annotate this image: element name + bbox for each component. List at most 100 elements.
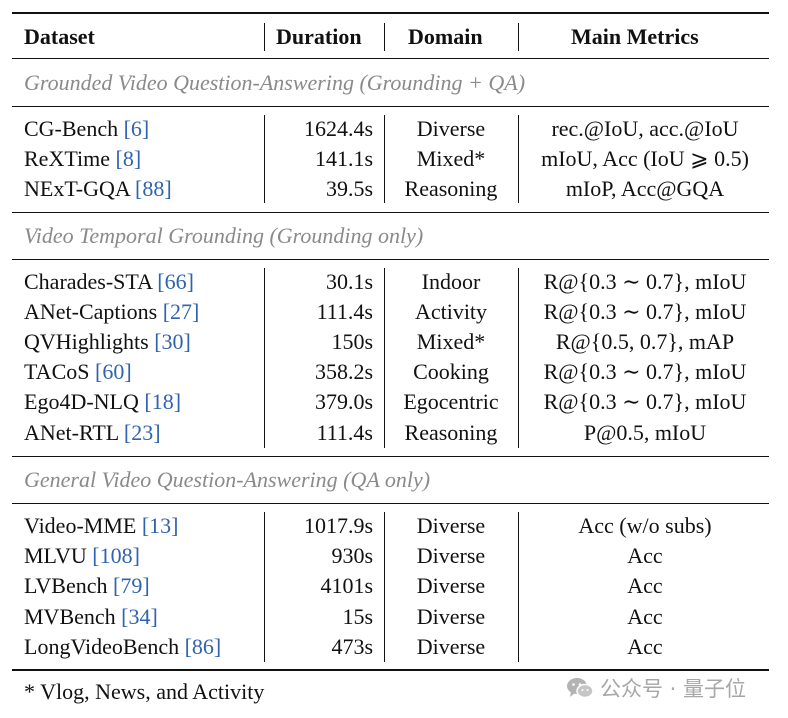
citation-link[interactable]: [66] [157, 269, 194, 294]
dataset-name: QVHighlights [24, 329, 149, 354]
domain-cell: Diverse [416, 573, 486, 598]
citation-link[interactable]: [23] [123, 420, 161, 445]
dataset-name: LVBench [24, 573, 108, 598]
header-dataset: Dataset [24, 24, 95, 49]
citation-link[interactable]: [13] [141, 513, 179, 538]
metrics-cell: Acc [627, 543, 663, 568]
citation-link[interactable]: [86] [184, 634, 222, 659]
header-divider [384, 23, 385, 51]
dataset-name: LongVideoBench [24, 634, 180, 659]
table-top-rule [12, 12, 769, 14]
dataset-cell: ANet-Captions [27] [24, 297, 199, 327]
duration-cell: 1017.9s [303, 513, 373, 538]
header-duration: Duration [276, 24, 362, 49]
metrics-cell: P@0.5, mIoU [583, 420, 707, 445]
dataset-cell: TACoS [60] [24, 357, 132, 387]
dataset-name: MVBench [24, 604, 116, 629]
dataset-name: Ego4D-NLQ [24, 389, 139, 414]
domain-cell: Diverse [416, 116, 486, 141]
table-bottom-rule [12, 669, 769, 671]
duration-cell: 1624.4s [303, 116, 373, 141]
section-rule [12, 503, 769, 504]
metrics-cell: Acc [627, 573, 663, 598]
column-divider [384, 512, 385, 662]
dataset-cell: NExT-GQA [88] [24, 174, 172, 204]
domain-cell: Reasoning [404, 176, 498, 201]
metrics-cell: Acc (w/o subs) [578, 513, 712, 538]
citation-link[interactable]: [60] [94, 359, 132, 384]
header-domain: Domain [408, 24, 483, 49]
citation-link[interactable]: [8] [115, 146, 142, 171]
duration-cell: 930s [331, 543, 373, 568]
duration-cell: 150s [331, 329, 373, 354]
table-row: QVHighlights [30] 150s Mixed* R@{0.5, 0.… [0, 327, 788, 357]
table-row: MLVU [108] 930s Diverse Acc [0, 541, 788, 571]
citation-link[interactable]: [6] [123, 116, 150, 141]
domain-cell: Activity [414, 299, 488, 324]
domain-cell: Reasoning [404, 420, 498, 445]
dataset-cell: QVHighlights [30] [24, 327, 191, 357]
citation-link[interactable]: [34] [121, 604, 158, 629]
table-row: TACoS [60] 358.2s Cooking R@{0.3 ∼ 0.7},… [0, 357, 788, 387]
header-rule [12, 58, 769, 59]
dataset-name: ANet-Captions [24, 299, 158, 324]
header-divider [518, 23, 519, 51]
table-row: NExT-GQA [88] 39.5s Reasoning mIoP, Acc@… [0, 174, 788, 204]
metrics-cell: R@{0.3 ∼ 0.7}, mIoU [543, 299, 747, 324]
header-divider [264, 23, 265, 51]
citation-link[interactable]: [88] [135, 176, 172, 201]
section-rule [12, 259, 769, 260]
duration-cell: 111.4s [316, 420, 373, 445]
metrics-cell: R@{0.3 ∼ 0.7}, mIoU [543, 359, 747, 384]
domain-cell: Indoor [421, 269, 481, 294]
metrics-cell: R@{0.3 ∼ 0.7}, mIoU [543, 389, 747, 414]
header-metrics: Main Metrics [571, 24, 699, 49]
metrics-cell: R@{0.3 ∼ 0.7}, mIoU [543, 269, 747, 294]
metrics-cell: mIoP, Acc@GQA [565, 176, 725, 201]
metrics-cell: mIoU, Acc (IoU ⩾ 0.5) [541, 146, 749, 171]
domain-cell: Diverse [416, 543, 486, 568]
section-title: General Video Question-Answering (QA onl… [24, 467, 431, 492]
column-divider [518, 115, 519, 203]
metrics-cell: Acc [627, 604, 663, 629]
dataset-name: MLVU [24, 543, 87, 568]
dataset-cell: LVBench [79] [24, 571, 150, 601]
dataset-name: TACoS [24, 359, 90, 384]
duration-cell: 473s [331, 634, 373, 659]
domain-cell: Egocentric [403, 389, 499, 414]
citation-link[interactable]: [79] [113, 573, 150, 598]
citation-link[interactable]: [30] [154, 329, 191, 354]
duration-cell: 111.4s [316, 299, 373, 324]
column-divider [264, 115, 265, 203]
dataset-cell: MLVU [108] [24, 541, 140, 571]
dataset-name: Video-MME [24, 513, 137, 538]
table-row: ANet-RTL [23] 111.4s Reasoning P@0.5, mI… [0, 418, 788, 448]
section-title: Video Temporal Grounding (Grounding only… [24, 223, 424, 248]
dataset-name: ReXTime [24, 146, 110, 171]
domain-cell: Mixed* [416, 146, 486, 171]
domain-cell: Diverse [416, 604, 486, 629]
wechat-icon [566, 676, 594, 700]
table-row: Video-MME [13] 1017.9s Diverse Acc (w/o … [0, 511, 788, 541]
column-divider [518, 512, 519, 662]
metrics-cell: rec.@IoU, acc.@IoU [551, 116, 739, 141]
table-row: LongVideoBench [86] 473s Diverse Acc [0, 632, 788, 662]
citation-link[interactable]: [27] [162, 299, 200, 324]
table-row: LVBench [79] 4101s Diverse Acc [0, 571, 788, 601]
table-row: MVBench [34] 15s Diverse Acc [0, 602, 788, 632]
citation-link[interactable]: [18] [144, 389, 182, 414]
dataset-name: CG-Bench [24, 116, 119, 141]
table-row: CG-Bench [6] 1624.4s Diverse rec.@IoU, a… [0, 114, 788, 144]
dataset-cell: Charades-STA [66] [24, 267, 194, 297]
table-row: ReXTime [8] 141.1s Mixed* mIoU, Acc (IoU… [0, 144, 788, 174]
citation-link[interactable]: [108] [92, 543, 140, 568]
dataset-cell: Video-MME [13] [24, 511, 179, 541]
domain-cell: Diverse [416, 634, 486, 659]
dataset-cell: ANet-RTL [23] [24, 418, 161, 448]
dataset-cell: ReXTime [8] [24, 144, 141, 174]
column-divider [518, 268, 519, 448]
dataset-cell: LongVideoBench [86] [24, 632, 221, 662]
dataset-cell: CG-Bench [6] [24, 114, 149, 144]
table-row: ANet-Captions [27] 111.4s Activity R@{0.… [0, 297, 788, 327]
column-divider [264, 512, 265, 662]
